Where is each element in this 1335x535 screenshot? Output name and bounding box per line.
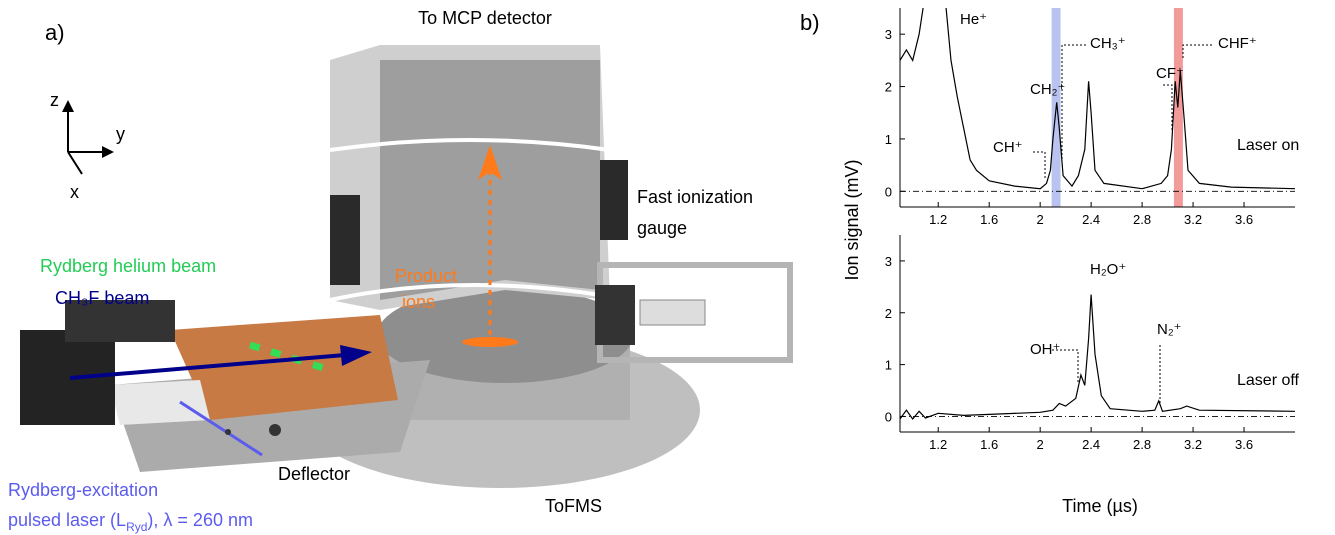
y-tick-label: 2 bbox=[885, 80, 892, 95]
leader-line bbox=[1163, 84, 1173, 130]
label: ions bbox=[402, 292, 435, 312]
x-tick-label: 3.2 bbox=[1184, 212, 1202, 227]
y-tick-label: 3 bbox=[885, 254, 892, 269]
label: ToFMS bbox=[545, 496, 602, 516]
label-part: ), λ = 260 nm bbox=[147, 510, 253, 530]
label: Rydberg-excitation bbox=[8, 480, 158, 500]
y-axis-label: Ion signal (mV) bbox=[842, 159, 862, 280]
peak-label: CHF⁺ bbox=[1218, 35, 1257, 52]
leader-line bbox=[1052, 349, 1079, 382]
leader-line bbox=[1061, 44, 1086, 165]
valve-block bbox=[20, 330, 115, 425]
ring-inner bbox=[377, 287, 633, 383]
clamp bbox=[600, 160, 628, 240]
y-tick-label: 3 bbox=[885, 27, 892, 42]
y-tick-label: 1 bbox=[885, 132, 892, 147]
label: Product bbox=[395, 266, 457, 286]
peak-label: OH⁺ bbox=[1030, 341, 1060, 358]
label: pulsed laser (LRyd), λ = 260 nm bbox=[8, 510, 253, 534]
x-axis-label: Time (µs) bbox=[1062, 496, 1138, 516]
leader-line bbox=[1033, 151, 1046, 180]
axis-x bbox=[67, 151, 83, 175]
y-tick-label: 0 bbox=[885, 409, 892, 424]
apparatus bbox=[20, 45, 793, 488]
x-tick-label: 2.4 bbox=[1082, 437, 1100, 452]
peak-label: CF⁺ bbox=[1156, 65, 1184, 82]
port bbox=[225, 429, 231, 435]
label: To MCP detector bbox=[418, 8, 552, 28]
x-tick-label: 2.8 bbox=[1133, 212, 1151, 227]
highlight-band bbox=[1173, 8, 1183, 207]
y-tick-label: 1 bbox=[885, 358, 892, 373]
axis-label: z bbox=[50, 90, 59, 110]
peak-label: CH₂⁺ bbox=[1030, 81, 1065, 98]
label: Fast ionization bbox=[637, 187, 753, 207]
x-tick-label: 1.6 bbox=[980, 212, 998, 227]
arrowhead bbox=[62, 100, 74, 112]
gauge-mount bbox=[595, 285, 635, 345]
axis-label: x bbox=[70, 182, 79, 202]
ion-spot bbox=[462, 337, 518, 347]
label: Deflector bbox=[278, 464, 350, 484]
beam-arrow bbox=[69, 353, 346, 380]
clamp bbox=[330, 195, 360, 285]
x-tick-label: 2.4 bbox=[1082, 212, 1100, 227]
peak-label: CH₃⁺ bbox=[1090, 35, 1126, 52]
peak-label: He⁺ bbox=[960, 11, 987, 28]
y-tick-label: 0 bbox=[885, 184, 892, 199]
x-tick-label: 3.2 bbox=[1184, 437, 1202, 452]
beam-arrowhead bbox=[340, 345, 372, 366]
x-tick-label: 2 bbox=[1037, 212, 1044, 227]
x-tick-label: 2 bbox=[1037, 437, 1044, 452]
arrowhead bbox=[102, 146, 114, 158]
signal-line bbox=[900, 8, 1295, 190]
helium-path bbox=[248, 341, 332, 374]
label-part: pulsed laser (L bbox=[8, 510, 126, 530]
electrode-plate bbox=[170, 315, 398, 420]
x-tick-label: 1.6 bbox=[980, 437, 998, 452]
x-tick-label: 3.6 bbox=[1235, 212, 1253, 227]
peak-label: H₂O⁺ bbox=[1090, 261, 1126, 278]
panel-label: b) bbox=[800, 10, 820, 35]
x-tick-label: 1.2 bbox=[929, 437, 947, 452]
port bbox=[269, 424, 281, 436]
valve-top bbox=[65, 300, 175, 342]
leader-line bbox=[1182, 44, 1212, 60]
ion-arrowhead bbox=[478, 145, 502, 180]
slit bbox=[329, 138, 611, 152]
y-tick-label: 2 bbox=[885, 306, 892, 321]
x-tick-label: 2.8 bbox=[1133, 437, 1151, 452]
laser-line bbox=[179, 400, 263, 457]
signal-line bbox=[900, 294, 1295, 420]
label: CH₃F beam bbox=[55, 288, 149, 308]
gauge-filament bbox=[639, 299, 706, 326]
cylinder-inner bbox=[380, 60, 600, 300]
subscript: Ryd bbox=[126, 520, 147, 534]
panel-note: Laser on bbox=[1237, 137, 1299, 154]
x-tick-label: 3.6 bbox=[1235, 437, 1253, 452]
panel-note: Laser off bbox=[1237, 372, 1300, 389]
label: gauge bbox=[637, 218, 687, 238]
axis-label: y bbox=[116, 124, 125, 144]
label: Rydberg helium beam bbox=[40, 256, 216, 276]
deflector-plate bbox=[110, 380, 210, 425]
panel-label: a) bbox=[45, 20, 65, 45]
peak-label: CH⁺ bbox=[993, 139, 1023, 156]
x-tick-label: 1.2 bbox=[929, 212, 947, 227]
peak-label: N₂⁺ bbox=[1157, 321, 1182, 338]
slit bbox=[329, 283, 631, 302]
